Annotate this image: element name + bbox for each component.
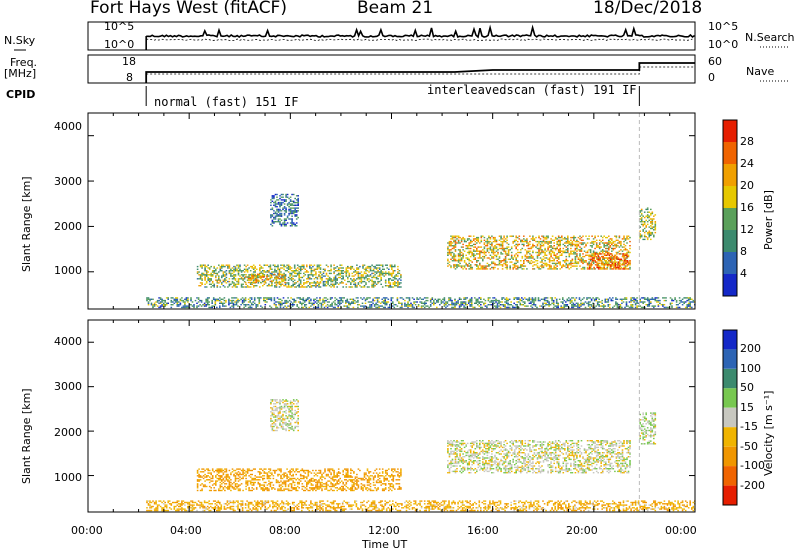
cpid-program-2: interleavedscan (fast) 191 IF [427, 83, 637, 97]
power-panel-echo-region-5 [639, 207, 657, 241]
cpid-program-1: normal (fast) 151 IF [154, 95, 299, 109]
xtick-0400: 04:00 [170, 524, 202, 537]
sky-right-tick-top: 10^5 [708, 20, 739, 33]
xaxis-label: Time UT [362, 538, 408, 551]
power-colorbar-tick-1: 24 [740, 157, 754, 170]
velocity-colorbar-swatch-1 [723, 349, 737, 369]
velocity-colorbar-swatch-0 [723, 330, 737, 350]
radar-title: Fort Hays West (fitACF) [90, 0, 287, 18]
power-ytick-4000: 4000 [54, 120, 82, 133]
xtick-1200: 12:00 [368, 524, 400, 537]
power-ytick-3000: 3000 [54, 175, 82, 188]
velocity-colorbar-swatch-4 [723, 407, 737, 428]
power-colorbar-swatch-2 [723, 164, 737, 186]
power-colorbar-label: Power [dB] [762, 190, 775, 250]
vel-ytick-3000: 3000 [54, 380, 82, 393]
freq-panel-frame [87, 54, 696, 84]
freq-label: Freq. [10, 56, 38, 69]
velocity-colorbar-tick-6: -100 [740, 459, 765, 472]
power-colorbar-swatch-7 [723, 274, 737, 296]
velocity-colorbar-frame [722, 329, 738, 506]
power-colorbar-swatch-1 [723, 142, 737, 164]
power-colorbar-swatch-5 [723, 230, 737, 252]
power-colorbar-swatch-6 [723, 252, 737, 274]
velocity-panel-echo-region-4 [146, 500, 696, 512]
velocity-panel-echo-region-2 [447, 440, 631, 474]
freq-tick-top: 18 [122, 55, 136, 68]
velocity-colorbar-tick-3: 15 [740, 401, 754, 414]
power-panel-echo-region-2 [270, 193, 299, 227]
search-label: N.Search [745, 31, 795, 44]
power-panel-echo-region-1 [244, 273, 286, 284]
power-panel-echo-region-4 [588, 253, 629, 270]
nave-label: Nave [746, 65, 775, 78]
xtick-1600: 16:00 [467, 524, 499, 537]
nave-tick-top: 60 [708, 55, 722, 68]
velocity-colorbar-swatch-3 [723, 388, 737, 408]
cpid-label: CPID [6, 88, 36, 101]
xtick-0000-end: 00:00 [665, 524, 697, 537]
sky-tick-bottom: 10^0 [104, 38, 135, 51]
date-label: 18/Dec/2018 [593, 0, 703, 18]
power-ytick-2000: 2000 [54, 220, 82, 233]
freq-tick-bottom: 8 [126, 71, 133, 84]
power-colorbar-tick-4: 12 [740, 223, 754, 236]
velocity-colorbar-tick-0: 200 [740, 342, 761, 355]
vel-ytick-4000: 4000 [54, 335, 82, 348]
sky-right-tick-bottom: 10^0 [708, 38, 739, 51]
power-colorbar-swatch-0 [723, 120, 737, 142]
sky-tick-top: 10^5 [104, 20, 135, 33]
xtick-2000: 20:00 [566, 524, 598, 537]
velocity-colorbar-tick-4: -15 [740, 420, 758, 433]
power-ytick-1000: 1000 [54, 264, 82, 277]
vel-ylabel: Slant Range [km] [20, 388, 33, 484]
velocity-colorbar-swatch-7 [723, 466, 737, 486]
power-ylabel: Slant Range [km] [20, 176, 33, 272]
velocity-colorbar-tick-2: 50 [740, 381, 754, 394]
beam-label: Beam 21 [357, 0, 434, 18]
power-panel-echo-region-6 [146, 297, 696, 309]
freq-trace [145, 62, 695, 83]
sky-panel-frame [87, 21, 696, 51]
velocity-colorbar-tick-7: -200 [740, 479, 765, 492]
power-colorbar-swatch-4 [723, 208, 737, 230]
power-colorbar-frame [722, 119, 738, 297]
power-colorbar-tick-6: 4 [740, 267, 747, 280]
power-panel-echo-region-3 [447, 235, 631, 270]
xtick-0800: 08:00 [269, 524, 301, 537]
power-colorbar-tick-5: 8 [740, 245, 747, 258]
vel-ytick-1000: 1000 [54, 471, 82, 484]
xtick-0000: 00:00 [71, 524, 103, 537]
vel-ytick-2000: 2000 [54, 426, 82, 439]
velocity-colorbar-swatch-2 [723, 368, 737, 389]
search-noise-trace [146, 38, 693, 41]
velocity-colorbar-tick-1: 100 [740, 362, 761, 375]
nave-tick-bottom: 0 [708, 71, 715, 84]
velocity-colorbar-swatch-6 [723, 446, 737, 467]
freq-unit: [MHz] [4, 67, 37, 80]
sky-noise-trace [145, 24, 695, 50]
power-colorbar-tick-0: 28 [740, 135, 754, 148]
velocity-panel-echo-region-3 [639, 412, 657, 445]
sky-label: N.Sky [4, 34, 36, 47]
velocity-colorbar-swatch-8 [723, 485, 737, 505]
velocity-panel-echo-region-0 [196, 468, 402, 492]
nave-trace [146, 66, 695, 75]
power-panel-echo-region-0 [196, 264, 402, 288]
power-colorbar-tick-2: 20 [740, 179, 754, 192]
velocity-panel-echo-region-1 [270, 399, 299, 432]
power-colorbar-tick-3: 16 [740, 201, 754, 214]
power-colorbar-swatch-3 [723, 186, 737, 208]
velocity-colorbar-swatch-5 [723, 427, 737, 447]
velocity-colorbar-tick-5: -50 [740, 440, 758, 453]
